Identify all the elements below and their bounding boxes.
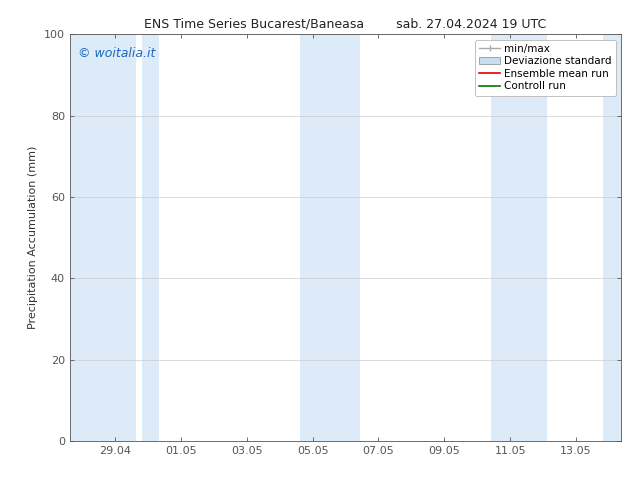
Bar	[70, 34, 136, 441]
Bar	[142, 34, 158, 441]
Bar	[301, 34, 359, 441]
Bar	[491, 34, 547, 441]
Title: ENS Time Series Bucarest/Baneasa        sab. 27.04.2024 19 UTC: ENS Time Series Bucarest/Baneasa sab. 27…	[145, 17, 547, 30]
Bar	[603, 34, 634, 441]
Legend: min/max, Deviazione standard, Ensemble mean run, Controll run: min/max, Deviazione standard, Ensemble m…	[476, 40, 616, 96]
Y-axis label: Precipitation Accumulation (mm): Precipitation Accumulation (mm)	[29, 146, 38, 329]
Text: © woitalia.it: © woitalia.it	[78, 47, 155, 59]
